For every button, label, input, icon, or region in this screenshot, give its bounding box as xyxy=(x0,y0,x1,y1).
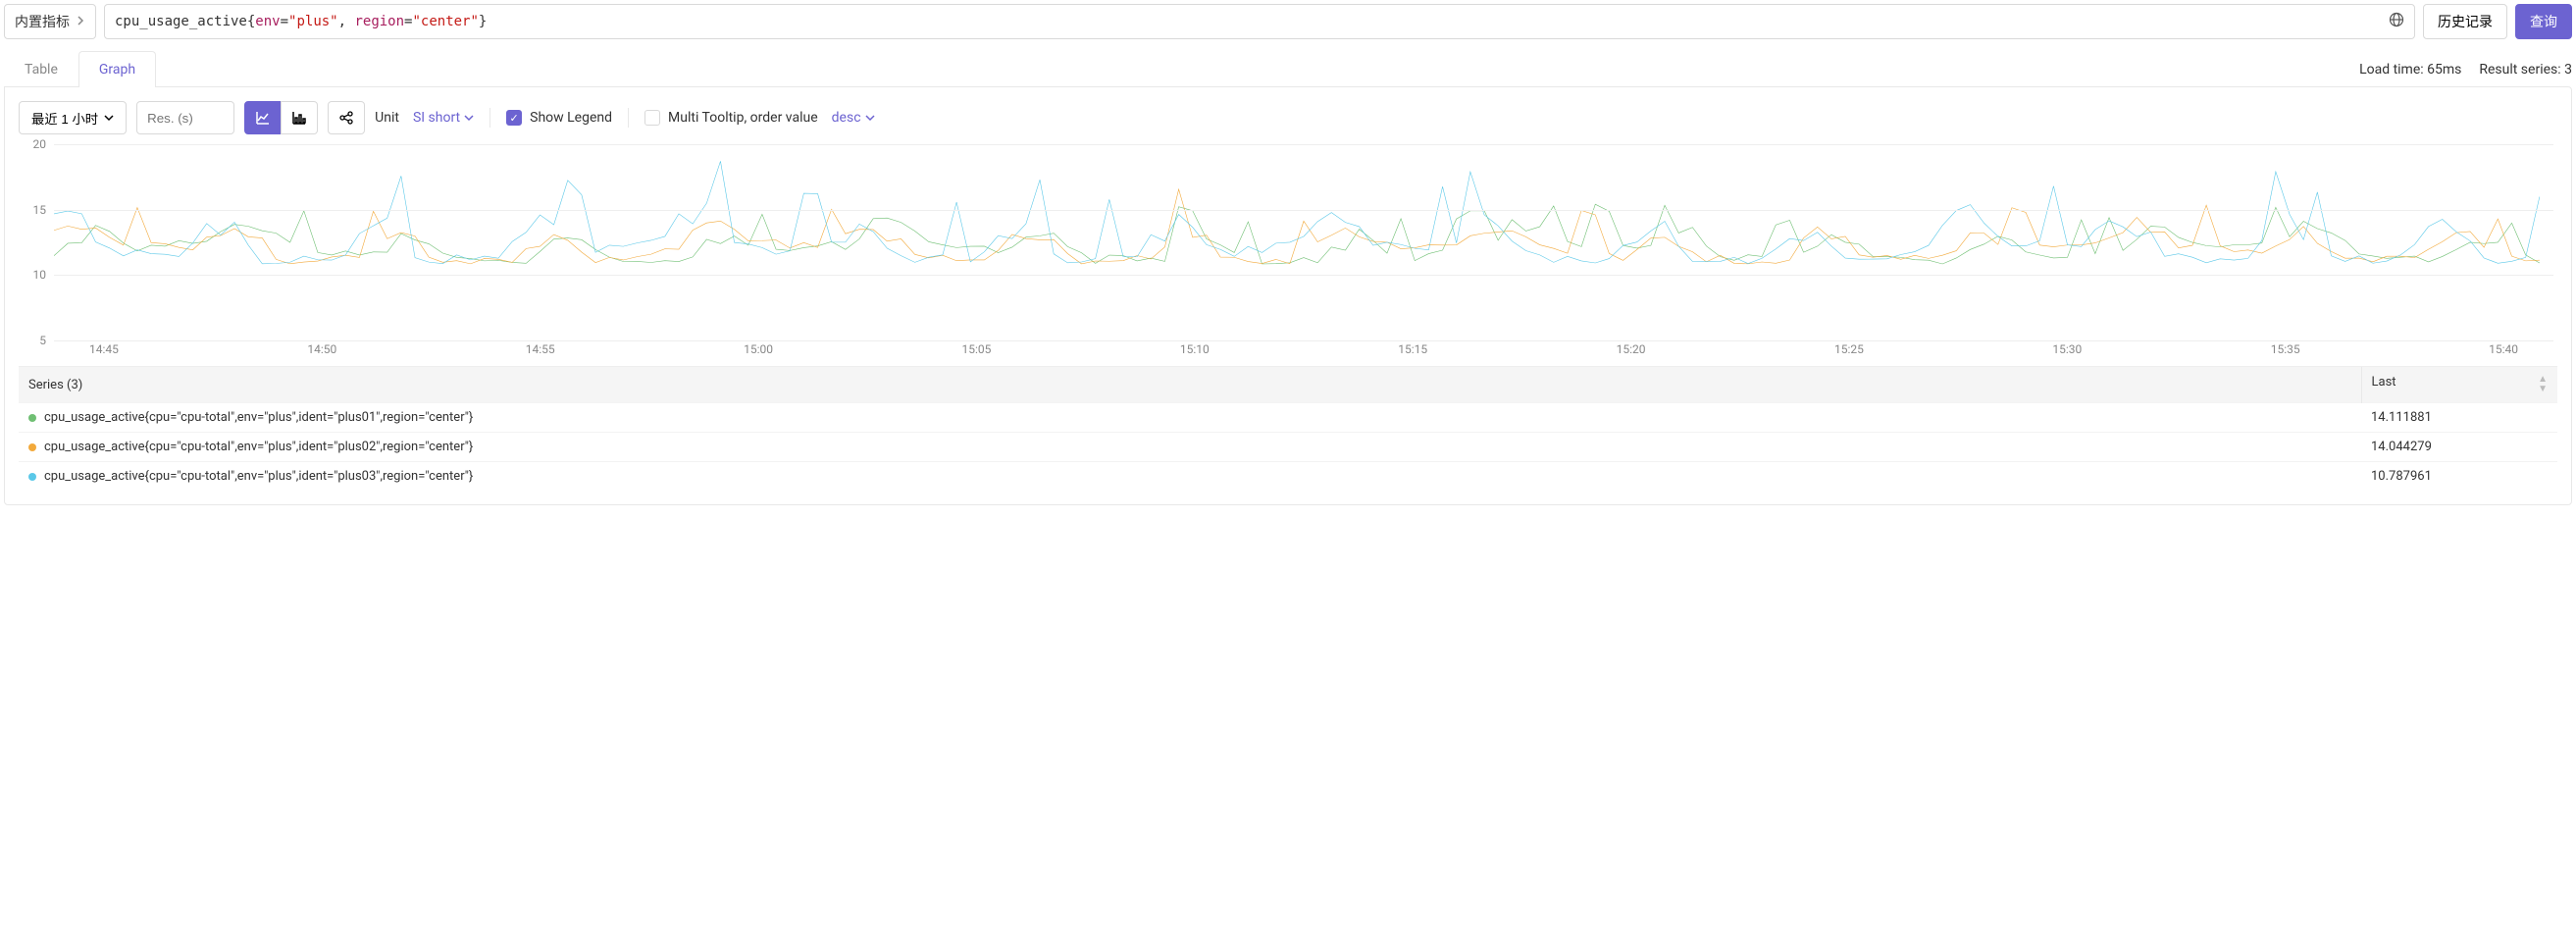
history-button[interactable]: 历史记录 xyxy=(2423,4,2507,39)
chevron-down-icon xyxy=(104,111,114,126)
x-tick: 15:25 xyxy=(1834,342,1864,356)
legend-series-cell: cpu_usage_active{cpu="cpu-total",env="pl… xyxy=(19,403,2361,433)
line-chart-button[interactable] xyxy=(244,101,282,134)
separator xyxy=(628,108,629,128)
series-header-label: Series (3) xyxy=(28,378,82,392)
time-range-selector[interactable]: 最近 1 小时 xyxy=(19,101,127,134)
sort-icon[interactable]: ▲▼ xyxy=(2538,375,2548,394)
x-tick: 15:00 xyxy=(744,342,773,356)
checkbox-icon xyxy=(644,110,660,126)
resolution-input[interactable] xyxy=(136,101,234,134)
legend-row[interactable]: cpu_usage_active{cpu="cpu-total",env="pl… xyxy=(19,403,2557,433)
y-tick: 15 xyxy=(33,203,47,217)
legend-series-cell: cpu_usage_active{cpu="cpu-total",env="pl… xyxy=(19,433,2361,462)
legend-series-cell: cpu_usage_active{cpu="cpu-total",env="pl… xyxy=(19,462,2361,492)
query-input[interactable]: cpu_usage_active{env="plus", region="cen… xyxy=(104,4,2415,39)
legend-table: Series (3) Last ▲▼ cpu_usage_active{cpu=… xyxy=(19,366,2557,491)
legend-last-cell: 14.044279 xyxy=(2361,433,2557,462)
series-swatch xyxy=(28,443,36,451)
separator xyxy=(489,108,490,128)
x-tick: 15:15 xyxy=(1398,342,1427,356)
x-axis: 14:45 14:50 14:55 15:00 15:05 15:10 15:15 15:20… xyxy=(54,340,2553,360)
series-label: cpu_usage_active{cpu="cpu-total",env="pl… xyxy=(44,410,473,425)
y-tick: 5 xyxy=(39,334,46,347)
legend-series-header[interactable]: Series (3) xyxy=(19,367,2361,403)
metric-selector[interactable]: 内置指标 xyxy=(4,4,96,39)
result-series-label: Result series: 3 xyxy=(2479,62,2572,78)
show-legend-label: Show Legend xyxy=(530,110,612,126)
tooltip-order-value: desc xyxy=(832,110,861,126)
y-axis: 5101520 xyxy=(19,144,50,340)
chevron-down-icon xyxy=(464,113,474,123)
chart: 5101520 14:4514:5014:5515:0015:0515:1015… xyxy=(19,144,2557,360)
gridline xyxy=(54,144,2553,145)
legend-row[interactable]: cpu_usage_active{cpu="cpu-total",env="pl… xyxy=(19,462,2557,492)
chevron-right-icon xyxy=(76,14,85,29)
series-line xyxy=(54,161,2540,263)
multi-tooltip-toggle[interactable]: Multi Tooltip, order value xyxy=(644,110,818,126)
series-label: cpu_usage_active{cpu="cpu-total",env="pl… xyxy=(44,469,473,484)
gridline xyxy=(54,210,2553,211)
load-time-label: Load time: 65ms xyxy=(2359,62,2461,78)
graph-toolbar: 最近 1 小时 Unit S xyxy=(19,101,2557,134)
y-tick: 10 xyxy=(33,268,47,282)
x-tick: 15:35 xyxy=(2271,342,2300,356)
metric-selector-label: 内置指标 xyxy=(15,12,70,31)
chevron-down-icon xyxy=(865,113,875,123)
x-tick: 15:20 xyxy=(1617,342,1646,356)
series-swatch xyxy=(28,414,36,422)
tab-table-label: Table xyxy=(25,62,58,78)
x-tick: 14:50 xyxy=(307,342,336,356)
bar-chart-button[interactable] xyxy=(281,101,318,134)
tabs: Table Graph xyxy=(4,51,156,87)
legend-header-row: Series (3) Last ▲▼ xyxy=(19,367,2557,403)
legend-last-cell: 10.787961 xyxy=(2361,462,2557,492)
checkbox-checked-icon xyxy=(506,110,522,126)
chart-lines xyxy=(54,144,2553,340)
x-tick: 15:10 xyxy=(1180,342,1210,356)
unit-selector[interactable]: SI short xyxy=(413,110,474,126)
x-tick: 15:05 xyxy=(961,342,991,356)
x-tick: 14:45 xyxy=(89,342,119,356)
query-text: cpu_usage_active{env="plus", region="cen… xyxy=(115,14,2381,29)
graph-panel: 最近 1 小时 Unit S xyxy=(4,86,2572,505)
series-line xyxy=(54,189,2540,264)
x-tick: 15:30 xyxy=(2052,342,2082,356)
series-label: cpu_usage_active{cpu="cpu-total",env="pl… xyxy=(44,440,473,454)
multi-tooltip-label: Multi Tooltip, order value xyxy=(668,110,818,126)
time-range-label: 最近 1 小时 xyxy=(31,109,98,128)
show-legend-toggle[interactable]: Show Legend xyxy=(506,110,612,126)
tab-table[interactable]: Table xyxy=(4,51,78,87)
legend-last-header[interactable]: Last ▲▼ xyxy=(2361,367,2557,403)
history-label: 历史记录 xyxy=(2438,12,2493,31)
unit-value: SI short xyxy=(413,110,460,126)
plot-area xyxy=(54,144,2553,340)
chart-type-group xyxy=(244,101,318,134)
query-meta: Load time: 65ms Result series: 3 xyxy=(2359,62,2572,78)
run-label: 查询 xyxy=(2530,12,2557,31)
globe-icon[interactable] xyxy=(2389,12,2404,31)
unit-label: Unit xyxy=(375,110,399,126)
gridline xyxy=(54,275,2553,276)
run-query-button[interactable]: 查询 xyxy=(2515,4,2572,39)
tab-graph-label: Graph xyxy=(99,62,135,78)
legend-last-cell: 14.111881 xyxy=(2361,403,2557,433)
share-button[interactable] xyxy=(328,101,365,134)
y-tick: 20 xyxy=(33,137,47,151)
last-header-label: Last xyxy=(2372,375,2396,390)
series-swatch xyxy=(28,473,36,481)
tab-graph[interactable]: Graph xyxy=(78,51,156,87)
x-tick: 15:40 xyxy=(2489,342,2518,356)
x-tick: 14:55 xyxy=(526,342,555,356)
legend-row[interactable]: cpu_usage_active{cpu="cpu-total",env="pl… xyxy=(19,433,2557,462)
tooltip-order-selector[interactable]: desc xyxy=(832,110,875,126)
